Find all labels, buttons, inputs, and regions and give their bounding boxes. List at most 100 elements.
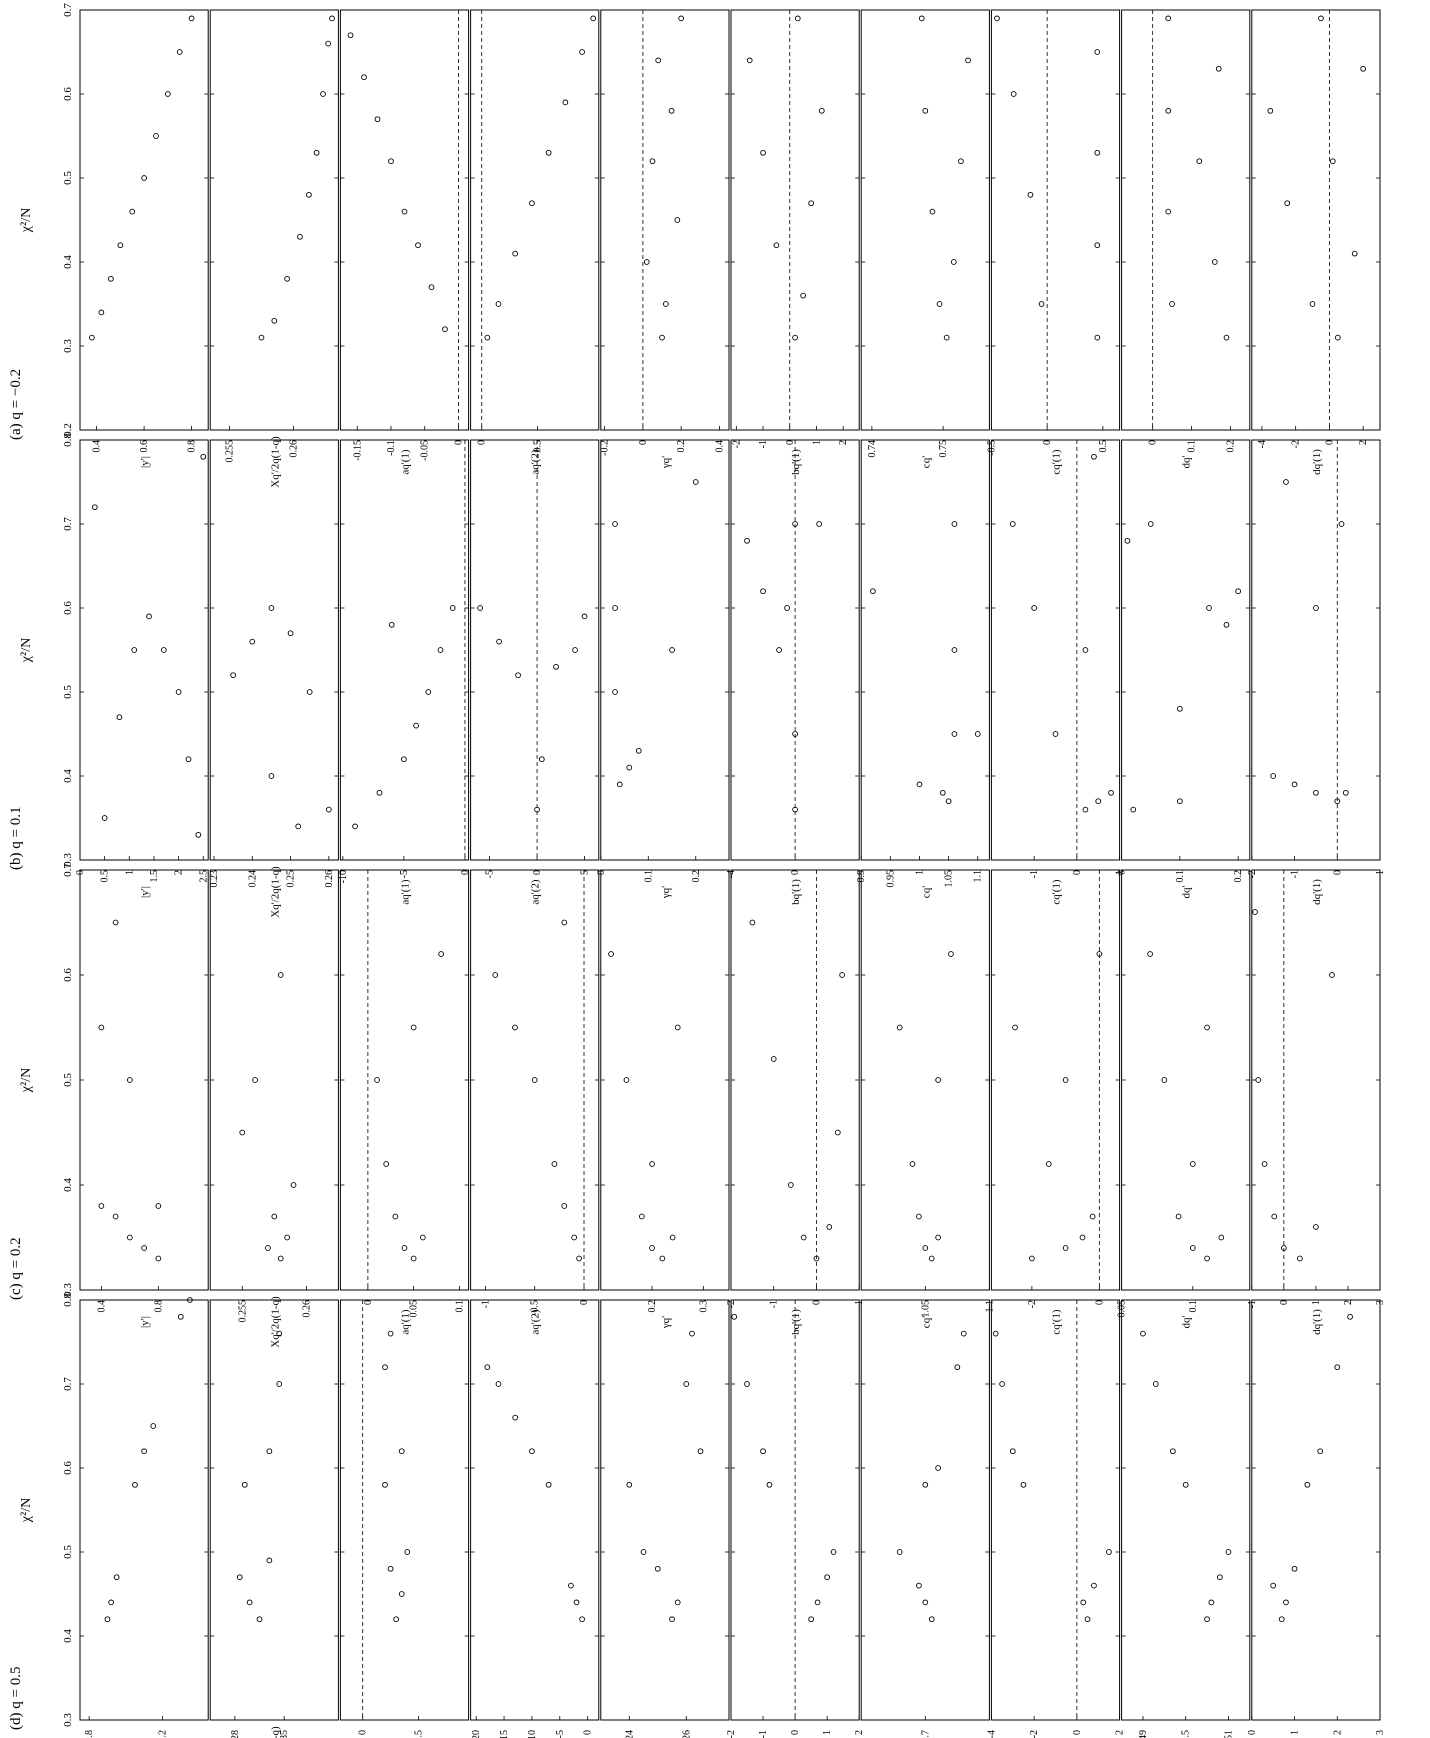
x-axis-label: cq'(1) — [1051, 879, 1063, 905]
panel-frame — [339, 439, 470, 861]
data-point — [141, 175, 147, 181]
data-point — [484, 1364, 491, 1371]
x-axis-label: γq' — [660, 886, 672, 899]
data-point — [1270, 773, 1277, 779]
data-point — [150, 1423, 157, 1429]
data-point — [674, 217, 681, 223]
data-point — [626, 1481, 633, 1488]
data-point — [1215, 65, 1222, 72]
data-point — [800, 292, 806, 299]
x-tick-label: 0.9 — [856, 870, 867, 883]
x-tick-label: 0 — [811, 1300, 822, 1305]
x-tick-label: -20 — [471, 1730, 482, 1738]
row-label-a: (a) q = −0.2 — [8, 369, 24, 440]
data-point — [116, 714, 123, 721]
data-point — [674, 1599, 681, 1606]
data-point — [689, 1330, 695, 1337]
data-point — [1271, 1213, 1278, 1220]
x-tick-label: 0 — [532, 870, 543, 875]
data-point — [101, 815, 108, 821]
data-point — [398, 1448, 405, 1455]
data-point — [117, 242, 124, 249]
x-axis-label: aq'(1) — [400, 449, 412, 475]
data-point — [830, 1549, 837, 1555]
y-tick-label: 0.7 — [62, 3, 74, 17]
data-point — [545, 149, 552, 156]
data-point — [374, 116, 381, 123]
x-axis-label: aq'(1) — [400, 1309, 412, 1335]
panel-frame — [209, 1299, 339, 1721]
x-tick-label: 5 — [580, 870, 591, 875]
data-point — [1170, 1448, 1176, 1455]
data-point — [760, 1448, 766, 1455]
data-point — [568, 1582, 574, 1589]
data-point — [551, 1161, 558, 1167]
x-tick-label: 0.5 — [413, 1730, 424, 1738]
x-tick-label: -5 — [555, 1730, 566, 1738]
data-point — [909, 1161, 916, 1167]
x-tick-label: 0.5 — [1098, 440, 1109, 453]
data-point — [306, 689, 313, 695]
x-tick-label: 0.4 — [92, 440, 103, 453]
data-point — [813, 1255, 820, 1262]
data-point — [1010, 91, 1017, 97]
panel-frame — [209, 869, 339, 1291]
x-axis-label: cq'(1) — [1051, 1309, 1063, 1335]
data-point — [236, 1574, 243, 1581]
x-tick-label: 0.5 — [532, 440, 543, 453]
data-point — [692, 479, 699, 485]
panel-c-3: 0 0.05 0.1 aq'(1) — [339, 869, 470, 1335]
data-point — [266, 1448, 273, 1455]
y-tick-label: 0.4 — [62, 255, 74, 269]
data-point — [1204, 1024, 1210, 1031]
data-point — [1313, 789, 1319, 796]
x-tick-label: 0 — [1094, 1300, 1105, 1305]
data-point — [612, 605, 618, 611]
data-point — [1082, 647, 1089, 653]
x-tick-label: -2 — [726, 1730, 737, 1738]
data-point — [948, 951, 954, 957]
x-tick-label: 0.1 — [454, 1300, 465, 1313]
data-point — [678, 15, 685, 22]
y-tick-label: 0.4 — [62, 1629, 74, 1643]
data-point — [655, 57, 662, 64]
data-point — [1091, 453, 1097, 460]
x-tick-label: -1 — [769, 1300, 780, 1308]
data-point — [770, 1056, 777, 1062]
x-axis-label: Xq'/2q(1-q) — [269, 1296, 281, 1348]
x-tick-label: 1 — [1311, 1300, 1322, 1305]
data-point — [581, 613, 588, 620]
data-point — [794, 15, 801, 22]
x-axis-label: bq'(1) — [790, 879, 802, 905]
x-tick-label: -1 — [1029, 870, 1040, 878]
x-tick-label: 2 — [1115, 1730, 1126, 1735]
data-point — [669, 1616, 675, 1623]
x-tick-label: 1 — [854, 1300, 865, 1305]
data-point — [1177, 798, 1183, 805]
data-point — [534, 806, 540, 813]
x-axis-label: bq'(1) — [790, 1309, 802, 1335]
data-point — [1360, 65, 1366, 72]
data-point — [916, 1582, 922, 1589]
data-point — [616, 781, 623, 788]
data-point — [683, 1381, 690, 1387]
data-point — [404, 1549, 411, 1555]
x-tick-label: 0.4 — [96, 1300, 107, 1313]
panel-frame — [339, 9, 470, 431]
data-point — [320, 91, 326, 97]
panel-frame — [1121, 439, 1251, 861]
data-point — [484, 334, 491, 341]
data-point — [392, 1213, 399, 1220]
x-tick-label: 0.5 — [1181, 1730, 1192, 1738]
data-point — [1225, 1549, 1232, 1555]
panel-a-1: 0.4 0.6 0.8 |y'| — [79, 9, 209, 468]
data-point — [1347, 1313, 1353, 1320]
data-point — [561, 919, 568, 926]
panel-c-9: 0.05 0.1 dq' — [1117, 869, 1251, 1328]
data-point — [160, 647, 167, 653]
data-point — [132, 1481, 138, 1488]
data-point — [792, 521, 798, 527]
x-tick-label: 0.26 — [324, 870, 335, 888]
data-point — [792, 731, 798, 737]
